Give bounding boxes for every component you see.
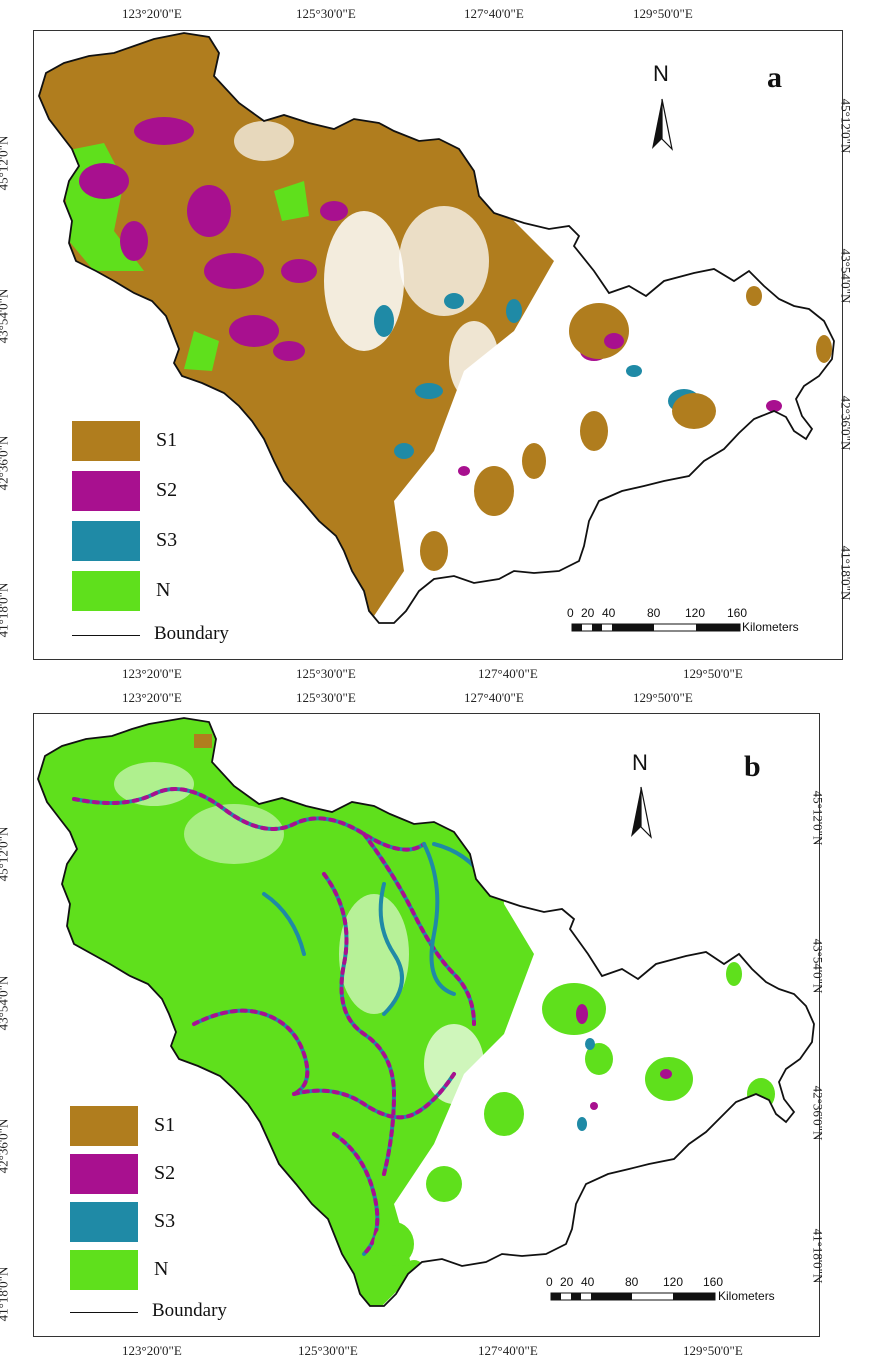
- scale-tick: 120: [685, 606, 706, 620]
- legend-swatch-n: [72, 571, 140, 611]
- top-coord-label: 129°50'0"E: [633, 6, 693, 21]
- legend-label: S1: [156, 429, 178, 451]
- legend-swatch-s2: [70, 1154, 138, 1194]
- map-panel-b: b N S1 S2 S3 N Boundary 0 20 40 80 120 1…: [33, 713, 820, 1337]
- left-coord-label: 43°54'0"N: [0, 288, 11, 344]
- scale-tick: 0: [567, 606, 574, 620]
- panel-letter-b: b: [744, 750, 761, 783]
- legend-swatch-s1: [70, 1106, 138, 1146]
- top-coord-label: 127°40'0"E: [464, 6, 524, 21]
- right-coord-label: 42°36'0"N: [810, 1085, 826, 1141]
- scale-tick: 20: [560, 1275, 574, 1289]
- scale-tick: 40: [581, 1275, 595, 1289]
- top-coord-label: 125°30'0"E: [296, 690, 356, 705]
- top-coord-label: 127°40'0"E: [464, 690, 524, 705]
- scale-tick: 40: [602, 606, 616, 620]
- left-coord-label: 41°18'0"N: [0, 582, 11, 638]
- right-coord-label: 41°18'0"N: [838, 545, 854, 601]
- scale-bar: [550, 1292, 716, 1301]
- legend-label: S3: [154, 1210, 176, 1232]
- scale-tick: 160: [703, 1275, 724, 1289]
- legend-swatch-s1: [72, 421, 140, 461]
- scale-tick: 80: [647, 606, 661, 620]
- panel-letter-a: a: [767, 61, 782, 94]
- north-arrow-icon: [652, 98, 673, 151]
- bottom-coord-label: 127°40'0"E: [478, 1343, 538, 1358]
- left-coord-label: 45°12'0"N: [0, 135, 11, 191]
- bottom-coord-label: 129°50'0"E: [683, 666, 743, 681]
- legend-swatch-s3: [72, 521, 140, 561]
- scale-tick: 80: [625, 1275, 639, 1289]
- bottom-coord-label: 125°30'0"E: [296, 666, 356, 681]
- scale-tick: 160: [727, 606, 748, 620]
- legend-label: N: [154, 1258, 169, 1280]
- right-coord-label: 45°12'0"N: [810, 790, 826, 846]
- north-arrow-icon: [631, 786, 652, 839]
- legend-label: S2: [156, 479, 178, 501]
- map-b-fill: [38, 718, 814, 1306]
- top-coord-label: 129°50'0"E: [633, 690, 693, 705]
- scale-tick: 0: [546, 1275, 553, 1289]
- left-coord-label: 42°36'0"N: [0, 435, 11, 491]
- north-label: N: [632, 750, 648, 775]
- left-coord-label: 41°18'0"N: [0, 1266, 11, 1322]
- bottom-coord-label: 129°50'0"E: [683, 1343, 743, 1358]
- right-coord-label: 43°54'0"N: [838, 248, 854, 304]
- left-coord-label: 45°12'0"N: [0, 826, 11, 882]
- boundary-label: Boundary: [154, 623, 229, 644]
- scale-unit: Kilometers: [742, 620, 799, 634]
- right-coord-label: 41°18'0"N: [810, 1228, 826, 1284]
- scale-tick: 120: [663, 1275, 684, 1289]
- legend-swatch-n: [70, 1250, 138, 1290]
- legend-swatch-s2: [72, 471, 140, 511]
- bottom-coord-label: 125°30'0"E: [298, 1343, 358, 1358]
- legend-swatch-s3: [70, 1202, 138, 1242]
- scale-unit: Kilometers: [718, 1289, 775, 1303]
- map-a-fill: [39, 33, 834, 623]
- boundary-line-symbol: [72, 635, 140, 636]
- north-label: N: [653, 61, 669, 86]
- left-coord-label: 42°36'0"N: [0, 1118, 11, 1174]
- top-coord-label: 125°30'0"E: [296, 6, 356, 21]
- scale-bar: [571, 623, 741, 632]
- left-coord-label: 43°54'0"N: [0, 975, 11, 1031]
- top-coord-label: 123°20'0"E: [122, 690, 182, 705]
- top-coord-label: 123°20'0"E: [122, 6, 182, 21]
- map-panel-a: a N S1 S2 S3 N Boundary 0 20 40 80 120 1…: [33, 30, 843, 660]
- boundary-label: Boundary: [152, 1300, 227, 1321]
- right-coord-label: 45°12'0"N: [838, 98, 854, 154]
- bottom-coord-label: 123°20'0"E: [122, 1343, 182, 1358]
- legend-label: N: [156, 579, 171, 601]
- scale-tick: 20: [581, 606, 595, 620]
- map-a-svg: [38, 32, 835, 632]
- map-b-svg: [37, 717, 815, 1307]
- bottom-coord-label: 127°40'0"E: [478, 666, 538, 681]
- boundary-line-symbol: [70, 1312, 138, 1313]
- right-coord-label: 42°36'0"N: [838, 395, 854, 451]
- bottom-coord-label: 123°20'0"E: [122, 666, 182, 681]
- legend-label: S1: [154, 1114, 176, 1136]
- legend-label: S2: [154, 1162, 176, 1184]
- right-coord-label: 43°54'0"N: [810, 938, 826, 994]
- legend-label: S3: [156, 529, 178, 551]
